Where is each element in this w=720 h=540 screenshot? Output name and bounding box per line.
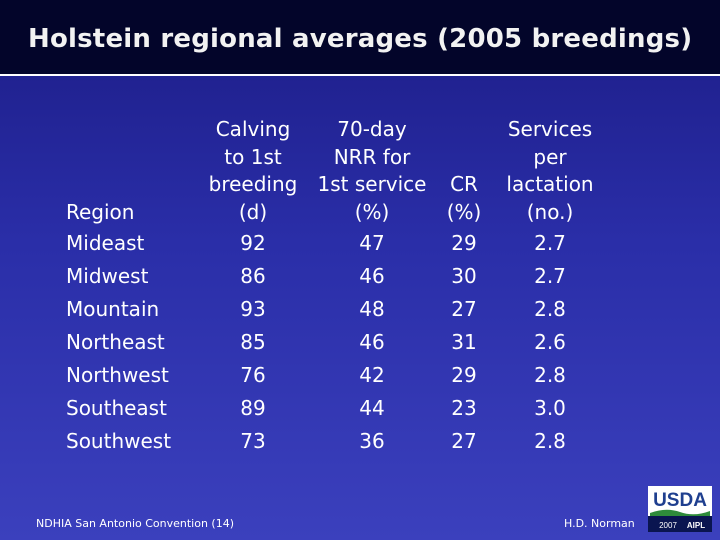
row-calving: 85 xyxy=(240,330,266,354)
row-calving: 86 xyxy=(240,264,266,288)
logo-mark: AIPL xyxy=(687,521,705,530)
row-cr: 23 xyxy=(451,396,477,420)
row-nrr: 42 xyxy=(359,363,385,387)
row-nrr: 36 xyxy=(359,429,385,453)
header-nrr-line-2: NRR for xyxy=(333,144,411,169)
row-region: Midwest xyxy=(66,264,149,288)
header-cr-line-2: (%) xyxy=(446,199,482,224)
footer-author: H.D. Norman xyxy=(564,517,635,530)
title-bar: Holstein regional averages (2005 breedin… xyxy=(0,0,720,76)
row-nrr: 44 xyxy=(359,396,385,420)
row-calving: 76 xyxy=(240,363,266,387)
header-nrr-line-1: 70-day xyxy=(337,117,407,141)
row-services: 2.8 xyxy=(534,363,566,387)
row-calving: 89 xyxy=(240,396,266,420)
header-nrr: 70-day NRR for 1st service (%) xyxy=(310,116,434,226)
row-cr: 27 xyxy=(451,297,477,321)
row-region: Southeast xyxy=(66,396,167,420)
row-nrr: 46 xyxy=(359,330,385,354)
row-calving: 92 xyxy=(240,231,266,255)
row-region: Northeast xyxy=(66,330,165,354)
header-cr-line-1: CR xyxy=(450,172,478,196)
header-services-line-4: (no.) xyxy=(526,199,574,224)
logo-text: USDA xyxy=(653,490,707,511)
row-cr: 29 xyxy=(451,363,477,387)
row-cr: 27 xyxy=(451,429,477,453)
row-nrr: 46 xyxy=(359,264,385,288)
header-cr: CR (%) xyxy=(436,171,492,226)
row-region: Mideast xyxy=(66,231,145,255)
header-region: Region xyxy=(66,200,135,224)
row-region: Mountain xyxy=(66,297,160,321)
row-services: 3.0 xyxy=(534,396,566,420)
row-region: Southwest xyxy=(66,429,172,453)
row-services: 2.8 xyxy=(534,297,566,321)
header-services-line-2: per xyxy=(533,144,567,169)
header-nrr-line-4: (%) xyxy=(354,199,390,224)
header-calving-line-4: (d) xyxy=(238,199,268,224)
header-nrr-line-3: 1st service xyxy=(317,172,427,196)
row-services: 2.6 xyxy=(534,330,566,354)
row-calving: 93 xyxy=(240,297,266,321)
header-services: Services per lactation (no.) xyxy=(496,116,604,226)
row-services: 2.8 xyxy=(534,429,566,453)
row-cr: 31 xyxy=(451,330,477,354)
row-nrr: 47 xyxy=(359,231,385,255)
header-calving-line-2: to 1st xyxy=(224,144,282,169)
footer-event: NDHIA San Antonio Convention (14) xyxy=(36,517,234,530)
row-cr: 29 xyxy=(451,231,477,255)
header-calving-line-3: breeding xyxy=(208,172,298,196)
usda-logo: USDA 2007 AIPL xyxy=(648,486,712,532)
header-calving-line-1: Calving xyxy=(215,117,291,141)
usda-logo-graphic: USDA 2007 AIPL xyxy=(648,486,712,532)
row-services: 2.7 xyxy=(534,264,566,288)
logo-field xyxy=(650,509,710,516)
header-services-line-3: lactation xyxy=(506,172,594,196)
header-services-line-1: Services xyxy=(507,117,593,141)
logo-year: 2007 xyxy=(659,521,677,530)
header-calving: Calving to 1st breeding (d) xyxy=(200,116,306,226)
row-nrr: 48 xyxy=(359,297,385,321)
row-calving: 73 xyxy=(240,429,266,453)
row-cr: 30 xyxy=(451,264,477,288)
row-services: 2.7 xyxy=(534,231,566,255)
logo-band xyxy=(648,516,712,532)
page-title: Holstein regional averages (2005 breedin… xyxy=(28,24,693,54)
row-region: Northwest xyxy=(66,363,169,387)
